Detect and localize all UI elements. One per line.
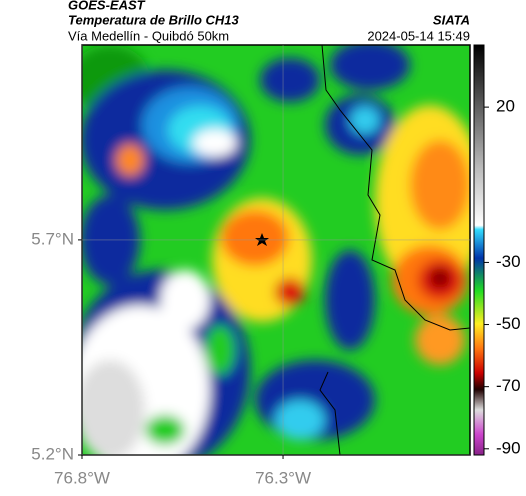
timestamp: 2024-05-14 15:49 [367, 28, 470, 43]
lon-tick-label: 76.3°W [255, 468, 311, 487]
lat-tick-label: 5.7°N [31, 229, 74, 248]
source: SIATA [433, 12, 470, 27]
colorbar-tick-label: -50 [496, 314, 521, 333]
region: Vía Medellín - Quibdó 50km [68, 28, 229, 43]
location-marker [255, 233, 269, 246]
colorbar-tick-label: -90 [496, 438, 521, 457]
subtitle: Temperatura de Brillo CH13 [68, 12, 240, 27]
colorbar-tick-label: -30 [496, 252, 521, 271]
lat-tick-label: 5.2°N [31, 444, 74, 463]
title: GOES-EAST [68, 0, 146, 12]
lon-tick-label: 76.8°W [54, 468, 110, 487]
colorbar-tick-label: 20 [496, 97, 515, 116]
colorbar-tick-label: -70 [496, 376, 521, 395]
colorbar [473, 44, 485, 456]
brightness-field [82, 45, 470, 455]
